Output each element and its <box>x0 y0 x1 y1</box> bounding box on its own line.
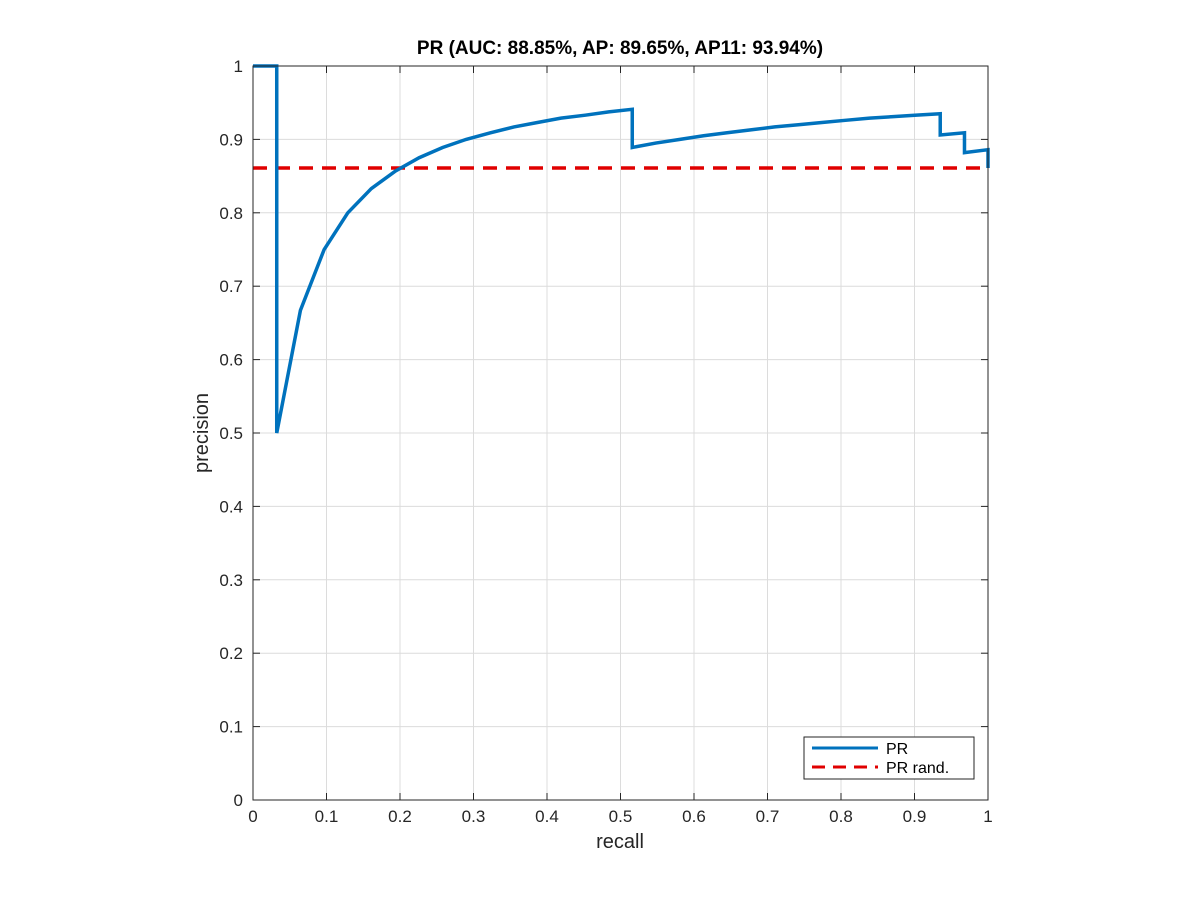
legend-label-pr: PR <box>886 741 908 758</box>
y-tick-label: 0.9 <box>219 130 243 149</box>
x-tick-label: 0.3 <box>462 807 486 826</box>
axes-box <box>252 65 989 801</box>
pr-curve-line <box>253 64 990 434</box>
y-tick-label: 0.1 <box>219 718 243 737</box>
x-axis-label: recall <box>596 831 644 853</box>
x-tick-label: 0.7 <box>756 807 780 826</box>
chart-title: PR (AUC: 88.85%, AP: 89.65%, AP11: 93.94… <box>417 38 823 59</box>
y-tick-label: 0.7 <box>219 277 243 296</box>
y-axis-label: precision <box>191 393 213 473</box>
x-tick-label: 0 <box>248 807 257 826</box>
y-tick-labels: 0 0.1 0.2 0.3 0.4 0.5 0.6 0.7 0.8 0.9 1 <box>219 57 243 810</box>
y-tick-label: 0.4 <box>219 497 243 516</box>
series-layer <box>253 64 990 434</box>
x-tick-label: 0.9 <box>903 807 927 826</box>
x-tick-label: 1 <box>983 807 992 826</box>
legend-label-pr-rand: PR rand. <box>886 760 949 777</box>
legend: PR PR rand. <box>803 736 975 780</box>
y-tick-label: 0.8 <box>219 204 243 223</box>
x-tick-label: 0.5 <box>609 807 633 826</box>
y-tick-label: 1 <box>234 57 243 76</box>
x-tick-labels: 0 0.1 0.2 0.3 0.4 0.5 0.6 0.7 0.8 0.9 1 <box>248 807 992 826</box>
y-tick-label: 0.6 <box>219 351 243 370</box>
x-tick-label: 0.4 <box>535 807 559 826</box>
y-tick-label: 0 <box>234 791 243 810</box>
x-tick-label: 0.1 <box>315 807 339 826</box>
grid-lines <box>253 66 988 800</box>
x-tick-label: 0.8 <box>829 807 853 826</box>
y-tick-label: 0.5 <box>219 424 243 443</box>
legend-box <box>803 736 975 780</box>
x-tick-label: 0.2 <box>388 807 412 826</box>
y-tick-label: 0.2 <box>219 644 243 663</box>
x-tick-label: 0.6 <box>682 807 706 826</box>
y-tick-label: 0.3 <box>219 571 243 590</box>
